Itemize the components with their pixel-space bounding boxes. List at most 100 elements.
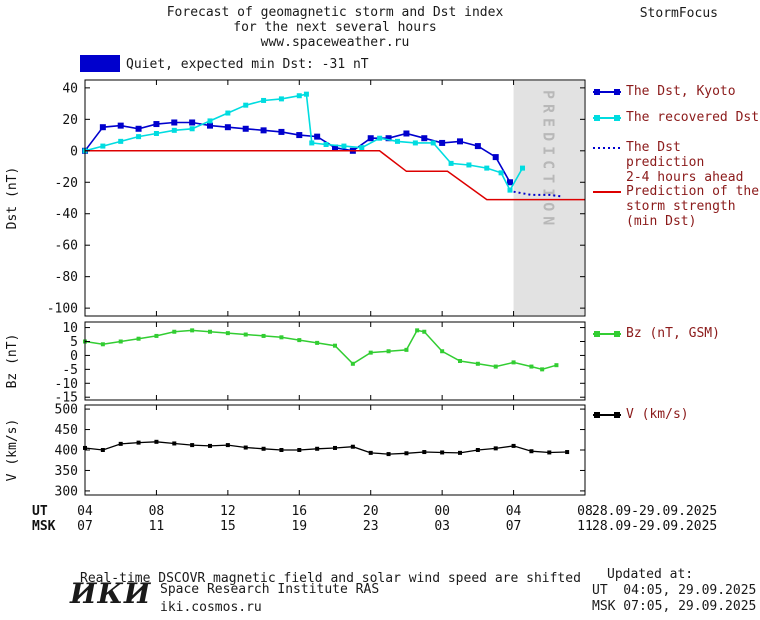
dst-kyoto-marker	[189, 119, 196, 126]
footnote: Real-time DSCOVR magnetic field and sola…	[80, 539, 581, 620]
recovered-dst-marker	[278, 96, 284, 102]
bz-gsm-marker	[136, 336, 141, 341]
recovered-dst-marker	[412, 140, 418, 146]
x-tick-label: 23	[363, 519, 379, 534]
bz-gsm-marker	[100, 342, 105, 347]
dst-kyoto-marker	[439, 139, 446, 146]
v-marker	[297, 448, 302, 452]
bz-gsm-marker	[493, 364, 498, 369]
v-marker	[136, 440, 141, 445]
x-tick-label: 15	[220, 519, 236, 534]
dst-kyoto-marker	[474, 143, 481, 150]
series-recovered-dst	[84, 93, 524, 192]
dst-kyoto-marker	[332, 144, 338, 151]
bz-frame	[84, 321, 586, 401]
bz-y-tick-label: -15	[55, 391, 78, 406]
v-marker	[100, 448, 105, 452]
recovered-dst-marker	[303, 91, 309, 97]
dst-kyoto-marker	[171, 119, 178, 126]
v-marker	[172, 441, 177, 446]
x-tick-label: 16	[291, 504, 307, 519]
v-marker	[368, 450, 373, 455]
institute-name: Space Research Institute RAS	[160, 582, 380, 597]
recovered-dst-marker	[118, 138, 124, 144]
bz-gsm-marker	[208, 329, 212, 334]
bz-gsm-marker	[415, 328, 420, 333]
date-range-label: 28.09-29.09.2025	[592, 504, 717, 519]
x-tick-label: 00	[434, 504, 450, 519]
v-marker	[547, 450, 552, 455]
prediction-band-label: PREDICTION	[539, 90, 557, 230]
prediction-band	[513, 81, 584, 315]
x-tick-label: 04	[506, 504, 522, 519]
updated-at-label: Updated at:	[607, 567, 694, 582]
v-marker	[279, 448, 284, 452]
v-marker	[118, 441, 123, 446]
dst-y-tick-label: -20	[55, 176, 78, 191]
bz-gsm-marker	[333, 343, 337, 348]
brand-label: StormFocus	[639, 6, 718, 21]
dst-y-tick-label: 20	[62, 113, 78, 128]
title-line-1: Forecast of geomagnetic storm and Dst in…	[166, 5, 504, 20]
recovered-dst-marker	[243, 102, 249, 108]
updated-ut-time: UT 04:05, 29.09.2025	[592, 583, 757, 598]
storm-status-label: Quiet, expected min Dst: -31 nT	[126, 57, 369, 72]
bz-gsm-marker	[190, 328, 195, 333]
v-marker	[333, 445, 337, 450]
x-tick-label: 03	[434, 519, 450, 534]
x-tick-label: 07	[77, 519, 93, 534]
x-tick-label: 11	[149, 519, 165, 534]
dst-kyoto-marker	[278, 128, 285, 135]
v-y-tick-label: 400	[55, 444, 78, 459]
recovered-dst-marker	[100, 143, 106, 149]
recovered-dst-marker	[430, 140, 436, 146]
bz-gsm-marker	[243, 332, 248, 337]
v-y-tick-label: 300	[55, 484, 78, 499]
dst-y-tick-label: 40	[62, 81, 78, 96]
bz-gsm-marker	[386, 349, 391, 354]
dst-kyoto-marker	[385, 135, 392, 142]
dst-kyoto-marker	[117, 122, 124, 129]
bz-gsm-marker	[279, 335, 284, 340]
v-axis-label: V (km/s)	[5, 419, 20, 482]
dst-kyoto-marker	[314, 133, 321, 140]
dst-axis-label: Dst (nT)	[5, 167, 20, 230]
v-marker	[190, 443, 195, 448]
v-y-tick-label: 350	[55, 464, 78, 479]
bz-axis-label: Bz (nT)	[5, 334, 20, 389]
dst-kyoto-marker	[153, 121, 160, 128]
x-axis-row-label-msk_label: MSK	[32, 519, 56, 534]
institute-site-link[interactable]: iki.cosmos.ru	[160, 600, 262, 615]
bz-y-tick-label: 5	[70, 335, 78, 350]
v-marker	[529, 449, 534, 454]
bz-gsm-marker	[172, 329, 177, 334]
v-marker	[154, 439, 159, 444]
v-marker	[208, 443, 212, 448]
footnote-line-1: Real-time DSCOVR magnetic field and sola…	[80, 571, 581, 586]
bz-gsm-marker	[458, 359, 462, 363]
bz-gsm-marker	[554, 363, 559, 368]
dst-kyoto-marker	[457, 138, 463, 145]
bz-gsm-marker	[511, 360, 516, 365]
recovered-dst-marker	[153, 130, 159, 136]
recovered-dst-marker	[498, 170, 504, 176]
bz-gsm-marker	[529, 364, 534, 369]
website-link[interactable]: www.spaceweather.ru	[260, 35, 410, 50]
updated-msk-time: MSK 07:05, 29.09.2025	[592, 599, 757, 614]
bz-gsm-marker	[475, 361, 480, 366]
dst-y-tick-label: -40	[55, 207, 78, 222]
bz-gsm-marker	[154, 333, 159, 338]
x-tick-label: 07	[506, 519, 522, 534]
v-marker	[440, 450, 445, 455]
series-dst-kyoto	[84, 121, 511, 183]
v-marker	[225, 443, 230, 448]
bz-gsm-marker	[404, 347, 409, 352]
dst-kyoto-marker	[260, 127, 267, 134]
bz-gsm-marker	[540, 367, 545, 372]
v-y-tick-label: 500	[55, 403, 78, 418]
v-marker	[475, 448, 480, 452]
dst-panel: PREDICTION 40 20 0 -20 -40 -60 -80 -100 Dst (nT)	[5, 79, 586, 317]
dst-kyoto-marker	[296, 132, 303, 139]
v-y-tick-label: 450	[55, 423, 78, 438]
